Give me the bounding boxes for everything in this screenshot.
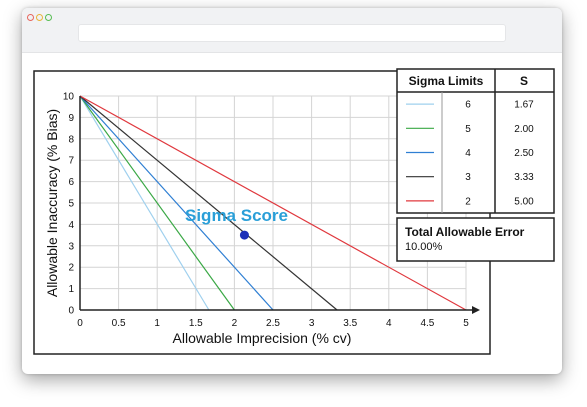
sigma-6-line	[79, 95, 210, 311]
x-tick-label: 1	[154, 318, 160, 329]
title-bar	[22, 8, 562, 53]
y-tick-label: 0	[68, 306, 74, 317]
x-axis-arrow	[472, 306, 480, 314]
legend-s-value: 2.00	[514, 124, 534, 135]
x-tick-label: 4.5	[420, 318, 434, 329]
total-error-box: Total Allowable Error 10.00%	[396, 217, 555, 262]
y-tick-label: 6	[68, 177, 74, 188]
x-tick-label: 2	[232, 318, 238, 329]
total-error-value: 10.00%	[405, 241, 443, 253]
x-tick-label: 0.5	[112, 318, 126, 329]
x-tick-label: 1.5	[189, 318, 203, 329]
x-tick-label: 2.5	[266, 318, 280, 329]
x-tick-label: 0	[77, 318, 83, 329]
total-error-title: Total Allowable Error	[405, 225, 525, 239]
table-header-s: S	[520, 74, 528, 88]
sigma-score-annotation: Sigma Score	[185, 206, 288, 225]
total-error-frame	[396, 217, 555, 262]
legend-sigma-value: 4	[465, 148, 471, 159]
minimize-window-button[interactable]	[36, 14, 43, 21]
sigma-5-line	[79, 95, 235, 311]
x-tick-label: 4	[386, 318, 392, 329]
legend-sigma-value: 6	[465, 100, 471, 111]
address-bar[interactable]	[78, 24, 506, 42]
y-tick-label: 1	[68, 284, 74, 295]
legend-s-value: 5.00	[514, 196, 534, 207]
legend-sigma-value: 3	[465, 172, 471, 183]
y-tick-label: 4	[68, 220, 74, 231]
sigma-4-line	[79, 95, 274, 311]
table-header-sigma-limits: Sigma Limits	[409, 74, 484, 88]
y-tick-label: 8	[68, 134, 74, 145]
y-tick-label: 2	[68, 263, 74, 274]
y-tick-label: 10	[63, 92, 75, 103]
x-tick-label: 3	[309, 318, 315, 329]
sigma-3-line	[79, 95, 338, 311]
table-frame	[396, 68, 555, 214]
x-tick-label: 5	[463, 318, 469, 329]
sigma-limits-table: Sigma Limits S 6 1.67 5 2.00 4 2.50 3 3.33 2 5.00	[396, 68, 555, 214]
x-axis-label: Allowable Imprecision (% cv)	[173, 330, 352, 346]
y-tick-label: 7	[68, 156, 74, 167]
maximize-window-button[interactable]	[45, 14, 52, 21]
y-tick-label: 9	[68, 113, 74, 124]
legend-s-value: 3.33	[514, 172, 534, 183]
legend-s-value: 1.67	[514, 100, 534, 111]
legend-s-value: 2.50	[514, 148, 534, 159]
y-tick-label: 3	[68, 241, 74, 252]
close-window-button[interactable]	[27, 14, 34, 21]
sigma-2-line	[79, 95, 467, 311]
y-tick-label: 5	[68, 199, 74, 210]
legend-sigma-value: 2	[465, 196, 471, 207]
legend-sigma-value: 5	[465, 124, 471, 135]
y-axis-label: Allowable Inaccuracy (% Bias)	[44, 109, 60, 297]
sigma-score-point	[239, 230, 249, 240]
x-tick-label: 3.5	[343, 318, 357, 329]
